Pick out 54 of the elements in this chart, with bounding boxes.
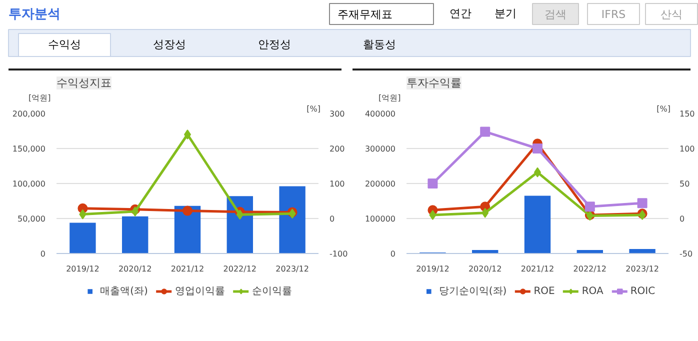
text: 안정성 [258,38,291,51]
legend-label: ROIC [630,286,656,296]
x-tick-label: 2020/12 [468,264,502,274]
y-tick-label: 100000 [364,214,396,224]
y-axis-title: [억원] [378,94,401,102]
y2-tick-label: -50 [680,250,693,258]
legend-label: 매출액(좌) [100,285,148,298]
text: IFRS [601,8,626,21]
y-tick-label: 50,000 [18,214,46,224]
legend-label: 영업이익률 [174,285,225,298]
legend-label: 당기순이익(좌) [438,285,507,298]
y2-tick-label: 100 [330,180,345,188]
y2-tick-label: 100 [680,144,695,154]
y-tick-label: 400000 [364,110,396,118]
y-tick-label: 300000 [364,144,396,154]
chart-title: 수익성지표 [56,76,112,90]
x-tick-label: 2020/12 [118,264,152,274]
y2-tick-label: 0 [680,214,685,224]
y2-tick-label: 200 [330,144,345,154]
text: 투자분석 [8,7,60,22]
x-tick-label: 2022/12 [223,264,257,274]
y2-tick-label: 50 [680,180,690,188]
text: 검색 [544,8,566,21]
y-tick-label: 100,000 [12,180,46,188]
y2-tick-label: 0 [330,214,335,224]
x-tick-label: 2021/12 [520,264,554,274]
y-tick-label: 0 [390,250,396,258]
chart-title: 투자수익률 [406,76,462,90]
text: 성장성 [153,38,186,51]
y2-tick-label: 150 [680,110,695,118]
text: 주재무제표 [338,8,392,21]
text: 연간 [450,7,472,20]
text: 산식 [660,8,682,21]
y-axis-title: [억원] [28,94,51,102]
x-tick-label: 2023/12 [626,264,659,274]
legend-label: ROE [534,286,555,296]
x-tick-label: 2022/12 [573,264,607,274]
text: 활동성 [363,38,396,51]
y2-tick-label: 300 [330,110,345,118]
text: 수익성 [48,38,81,51]
y2-axis-title: [%] [656,104,670,114]
y2-axis-title: [%] [306,104,320,114]
text: 분기 [494,7,516,20]
y2-tick-label: -100 [330,250,348,258]
y-tick-label: 200,000 [12,110,46,118]
x-tick-label: 2023/12 [276,264,309,274]
y-tick-label: 200000 [364,180,396,188]
y-tick-label: 0 [40,250,46,258]
x-tick-label: 2021/12 [170,264,204,274]
y-tick-label: 150,000 [12,144,46,154]
x-tick-label: 2019/12 [416,264,450,274]
legend-label: ROA [582,286,604,296]
legend-label: 순이익률 [252,285,292,298]
x-tick-label: 2019/12 [66,264,100,274]
